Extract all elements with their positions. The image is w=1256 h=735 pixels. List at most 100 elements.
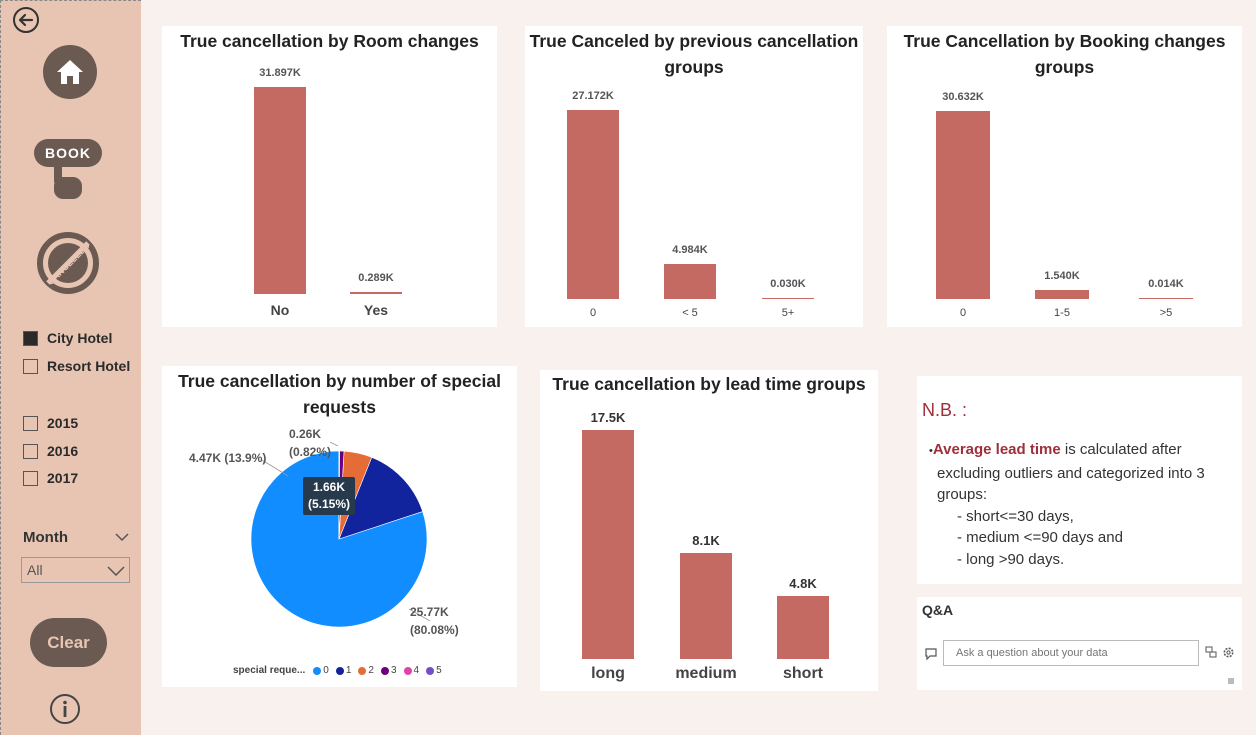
pie-label-text: 4.47K (13.9%) bbox=[189, 451, 267, 465]
bar-data-label: 4.984K bbox=[672, 244, 708, 257]
checkbox-unchecked[interactable] bbox=[23, 415, 38, 431]
bar-1-5[interactable] bbox=[1035, 289, 1089, 299]
chart-title: True Cancellation by Booking changes gro… bbox=[887, 28, 1242, 80]
special-requests-chart-card: True cancellation by number of special r… bbox=[162, 366, 517, 687]
bar-Yes[interactable] bbox=[350, 292, 402, 294]
month-dropdown[interactable]: All bbox=[21, 557, 130, 583]
pie-label-value: 25.77K bbox=[410, 605, 449, 619]
chat-icon bbox=[925, 648, 937, 661]
bar-No[interactable] bbox=[254, 87, 306, 294]
slicer-label: 2017 bbox=[47, 470, 79, 486]
bar-category-label: short bbox=[783, 665, 823, 682]
back-arrow-icon bbox=[13, 7, 39, 33]
pie-label-percent: (80.08%) bbox=[410, 623, 459, 637]
back-button[interactable] bbox=[12, 6, 40, 34]
legend-item[interactable]: 5 bbox=[426, 665, 442, 676]
legend-swatch bbox=[313, 666, 322, 675]
legend-label: 4 bbox=[413, 665, 420, 676]
bar-short[interactable] bbox=[777, 596, 829, 659]
bar-data-label: 27.172K bbox=[572, 90, 614, 102]
cancellation-page-button[interactable]: CANCELLED bbox=[36, 231, 100, 295]
bar-data-label: 0.030K bbox=[770, 277, 806, 290]
bar-category-label: 0 bbox=[959, 307, 967, 319]
month-dropdown-value: All bbox=[27, 562, 43, 578]
slicer-city-hotel[interactable]: City Hotel bbox=[23, 330, 112, 346]
clear-button[interactable]: Clear bbox=[30, 618, 107, 667]
chart-title-line2: groups bbox=[664, 57, 724, 77]
chart-title-line2: requests bbox=[303, 397, 376, 417]
slicer-resort-hotel[interactable]: Resort Hotel bbox=[23, 358, 130, 374]
book-label: BOOK bbox=[45, 145, 91, 161]
legend-label: 3 bbox=[390, 665, 397, 676]
pie-tooltip-slice-2: 1.66K (5.15%) bbox=[303, 477, 355, 515]
checkbox-unchecked[interactable] bbox=[23, 358, 38, 374]
info-button[interactable] bbox=[49, 693, 81, 725]
legend-item[interactable]: 4 bbox=[403, 665, 420, 676]
slicer-year-2015[interactable]: 2015 bbox=[23, 415, 78, 431]
chart-title: True Canceled by previous cancellation g… bbox=[525, 28, 863, 80]
notes-heading: N.B. : bbox=[922, 400, 968, 420]
bar-0[interactable] bbox=[936, 111, 990, 299]
checkbox-unchecked[interactable] bbox=[23, 470, 38, 486]
legend-item[interactable]: 1 bbox=[335, 665, 352, 676]
pie-label-slice-3: 0.26K (0.82%) bbox=[289, 425, 331, 461]
pie-slice-1[interactable] bbox=[338, 456, 423, 540]
bar-0[interactable] bbox=[567, 110, 619, 299]
slicer-year-2017[interactable]: 2017 bbox=[23, 470, 78, 486]
notes-card: N.B. : •Average lead time is calculated … bbox=[917, 376, 1242, 584]
lead-time-chart: 17.5K long 8.1K medium 4.8K short bbox=[540, 370, 878, 691]
qa-question-input[interactable] bbox=[943, 640, 1199, 666]
share-icon[interactable] bbox=[1205, 646, 1217, 658]
chart-title-line2: groups bbox=[1034, 57, 1095, 77]
chevron-down-icon bbox=[115, 533, 129, 542]
legend-label: 1 bbox=[345, 665, 352, 676]
month-slicer-header[interactable]: Month bbox=[23, 529, 131, 547]
home-button[interactable] bbox=[43, 45, 97, 99]
bar-5+[interactable] bbox=[762, 297, 814, 299]
notes-text: is calculated after bbox=[1060, 441, 1182, 458]
pie-leader-line bbox=[329, 441, 339, 447]
slicer-year-2016[interactable]: 2016 bbox=[23, 443, 78, 459]
clear-button-label: Clear bbox=[47, 633, 90, 652]
chart-title-line1: True Canceled by previous cancellation bbox=[529, 31, 859, 51]
bar-category-label: 5+ bbox=[781, 307, 795, 319]
qa-title: Q&A bbox=[922, 602, 954, 618]
tooltip-value: 1.66K bbox=[312, 480, 346, 494]
legend-swatch bbox=[380, 666, 389, 675]
bar-category-label: 0 bbox=[589, 307, 597, 319]
booking-changes-chart: 30.632K 0 1.540K 1-5 0.014K >5 bbox=[887, 26, 1242, 327]
legend-label: 0 bbox=[323, 665, 329, 676]
bar-medium[interactable] bbox=[680, 553, 732, 659]
gear-icon[interactable] bbox=[1222, 646, 1235, 659]
special-requests-pie bbox=[250, 441, 431, 628]
slicer-label: Resort Hotel bbox=[47, 358, 131, 374]
bar-< 5[interactable] bbox=[664, 264, 716, 299]
resize-handle[interactable] bbox=[1228, 678, 1234, 684]
bar-data-label: 0.289K bbox=[358, 272, 394, 285]
info-icon bbox=[50, 694, 80, 724]
bullet: • bbox=[929, 445, 933, 457]
legend-item[interactable]: 0 bbox=[313, 665, 329, 676]
room-changes-chart: 31.897K No 0.289K Yes bbox=[162, 26, 497, 327]
bar->5[interactable] bbox=[1139, 297, 1193, 299]
bar-data-label: 1.540K bbox=[1044, 269, 1080, 282]
pie-leader-line bbox=[261, 459, 289, 477]
checkbox-unchecked[interactable] bbox=[23, 443, 38, 459]
room-changes-chart-card: True cancellation by Room changes 31.897… bbox=[162, 26, 497, 327]
slicer-label: City Hotel bbox=[47, 330, 113, 346]
tooltip-percent: (5.15%) bbox=[307, 497, 351, 511]
home-icon bbox=[57, 60, 83, 84]
bar-data-label: 30.632K bbox=[942, 91, 984, 103]
checkbox-checked[interactable] bbox=[23, 330, 38, 346]
legend-item[interactable]: 2 bbox=[358, 665, 374, 676]
legend-swatch bbox=[335, 666, 344, 675]
booking-page-button[interactable]: BOOK bbox=[34, 139, 104, 203]
legend-label: 5 bbox=[436, 665, 442, 676]
bar-long[interactable] bbox=[582, 430, 634, 659]
slicer-label: 2015 bbox=[47, 415, 79, 431]
qa-card: Q&A bbox=[917, 597, 1242, 690]
legend-item[interactable]: 3 bbox=[380, 665, 397, 676]
bar-data-label: 0.014K bbox=[1148, 277, 1184, 290]
legend-label: 2 bbox=[368, 665, 374, 676]
chart-title-line1: True Cancellation by Booking changes bbox=[903, 31, 1226, 51]
